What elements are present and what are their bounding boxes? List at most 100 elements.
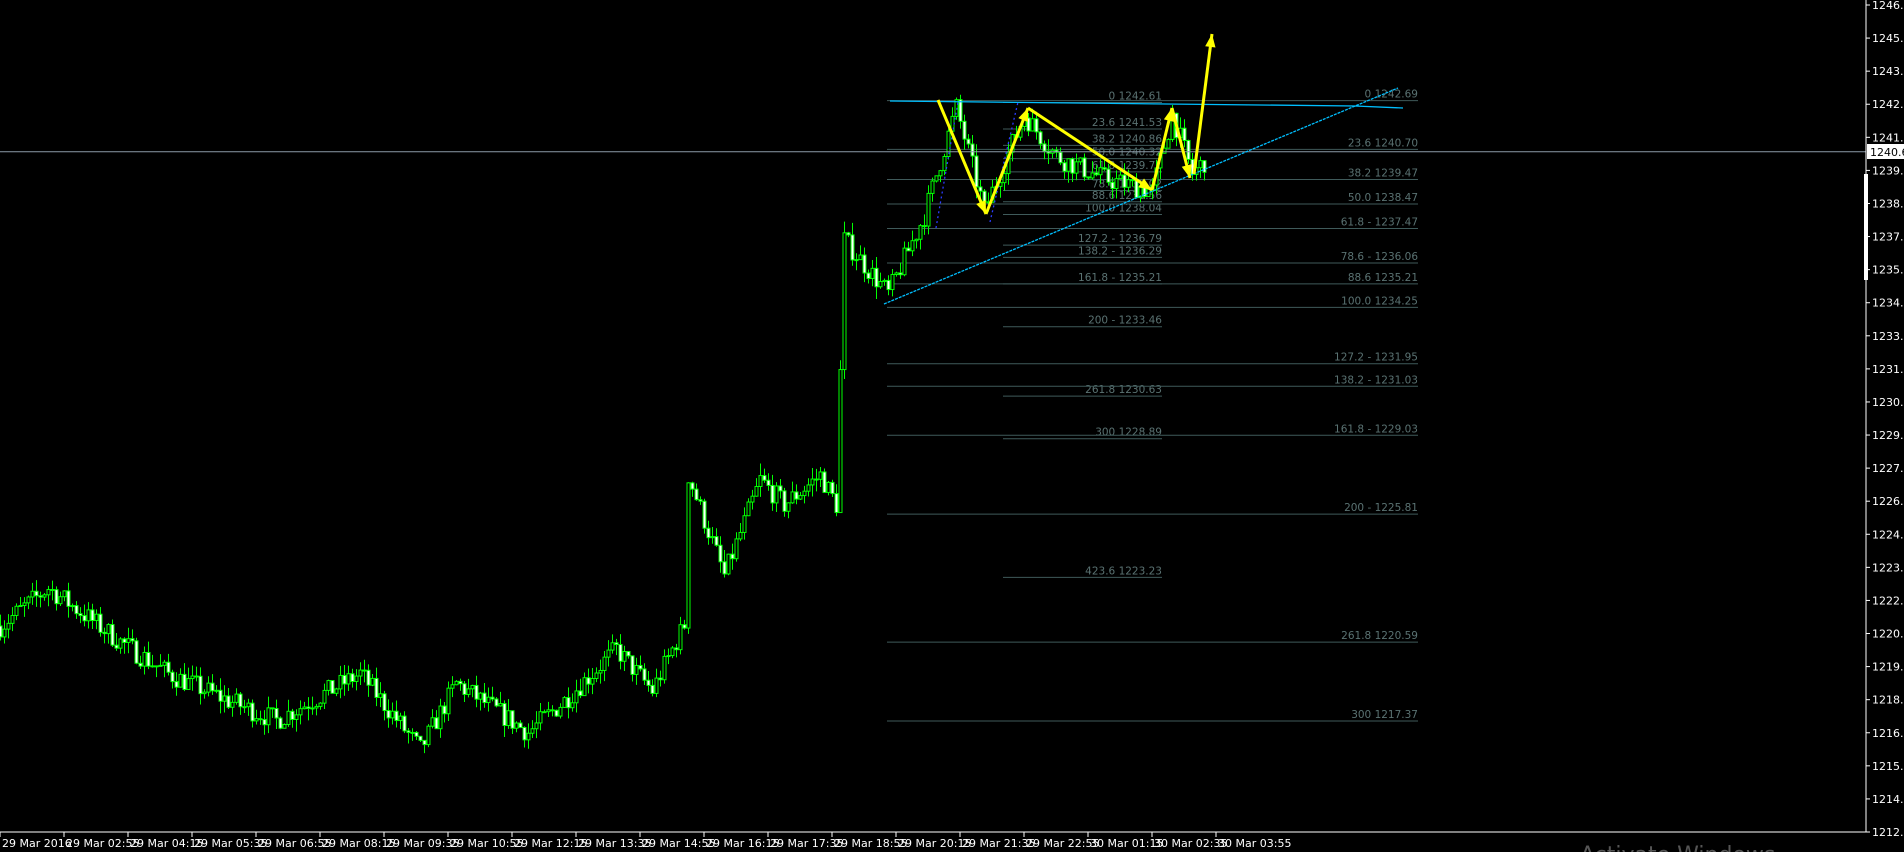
candle-body [438, 705, 443, 730]
candle-body [318, 702, 323, 707]
candle-body [178, 673, 183, 688]
candle-body [882, 279, 887, 282]
candle-body [510, 710, 515, 729]
candle-body [158, 664, 163, 667]
time-tick-label: 29 Mar 12:15 [514, 837, 587, 850]
candle-body [770, 484, 775, 504]
candle-body [506, 710, 511, 727]
fib-level-label: 138.2 - 1231.03 [1334, 374, 1418, 386]
candle-body [346, 673, 351, 685]
candle-body [666, 655, 671, 658]
fib-level-label: 100.0 1238.04 [1085, 203, 1162, 215]
fib-level-label: 423.6 1223.23 [1085, 565, 1162, 577]
fib-level-label: 300 1217.37 [1351, 709, 1418, 721]
candle-body [670, 647, 675, 657]
price-tick-label: 1223.64 [1872, 561, 1904, 574]
candle-body [886, 279, 891, 291]
candles [0, 94, 1207, 754]
candle-body [1110, 181, 1115, 190]
candle-body [1062, 162, 1067, 172]
time-tick-label: 30 Mar 03:55 [1218, 837, 1291, 850]
candle-body [202, 691, 207, 695]
candle-body [538, 711, 543, 724]
candle-body [370, 677, 375, 686]
candle-body [402, 715, 407, 732]
candle-body [82, 615, 87, 622]
candle-body [22, 602, 27, 607]
candle-body [274, 708, 279, 719]
fib-level-label: 0 1242.69 [1365, 89, 1418, 101]
drawings[interactable] [883, 33, 1404, 305]
candle-body [482, 692, 487, 704]
candle-body [850, 234, 855, 261]
fibonacci-levels[interactable]: 0 1242.61 23.6 1241.53 38.2 1240.86 50.0 12… [887, 89, 1418, 722]
time-tick-label: 29 Mar 06:55 [258, 837, 331, 850]
candle-body [1122, 174, 1127, 188]
candle-body [958, 99, 963, 122]
candle-body [90, 609, 95, 622]
time-tick-label: 29 Mar 16:15 [706, 837, 779, 850]
candle-body [938, 170, 943, 177]
candle-body [358, 669, 363, 677]
candle-body [574, 690, 579, 704]
candle-body [218, 689, 223, 702]
candle-body [522, 726, 527, 741]
candle-body [14, 605, 19, 616]
candle-body [694, 488, 699, 501]
candle-body [130, 638, 135, 642]
candle-body [1202, 160, 1207, 173]
candle-body [118, 638, 123, 649]
fib-level-label: 261.8 1220.59 [1341, 630, 1418, 642]
candle-body [978, 186, 983, 192]
candle-body [742, 515, 747, 533]
price-tick-label: 1229.04 [1872, 429, 1904, 442]
candle-body [290, 710, 295, 720]
candle-body [750, 495, 755, 503]
candle-body [686, 482, 691, 629]
time-tick-label: 29 Mar 08:15 [322, 837, 395, 850]
candle-body [1130, 179, 1135, 182]
candle-body [1002, 173, 1007, 184]
candle-body [102, 631, 107, 635]
candle-body [922, 225, 927, 228]
candle-body [502, 703, 507, 727]
candle-body [586, 677, 591, 685]
candle-body [322, 689, 327, 704]
candle-body [662, 655, 667, 681]
candle-body [30, 590, 35, 598]
candle-body [1074, 161, 1079, 174]
candle-body [338, 674, 343, 690]
candle-body [554, 709, 559, 717]
candle-body [590, 677, 595, 685]
candle-body [746, 501, 751, 517]
candle-body [806, 484, 811, 492]
candle-body [94, 613, 99, 622]
candle-body [258, 718, 263, 721]
candle-body [854, 259, 859, 262]
candle-body [682, 624, 687, 629]
candle-body [426, 725, 431, 746]
candle-body [866, 272, 871, 279]
candle-body [946, 130, 951, 157]
price-tick-label: 1243.89 [1872, 65, 1904, 78]
price-tick-label: 1212.84 [1872, 826, 1904, 839]
fib-level-label: 161.8 - 1235.21 [1078, 272, 1162, 284]
candle-body [242, 706, 247, 709]
candle-body [786, 502, 791, 512]
candle-body [138, 662, 143, 667]
candle-body [374, 677, 379, 698]
candle-body [498, 703, 503, 707]
candle-body [418, 735, 423, 741]
candle-body [926, 192, 931, 227]
candle-body [570, 702, 575, 709]
price-tick-label: 1224.99 [1872, 528, 1904, 541]
candle-body [898, 272, 903, 276]
candle-body [86, 609, 91, 622]
candle-body [0, 625, 3, 638]
axis-scrollbar[interactable] [1864, 174, 1868, 280]
fib-level-label: 127.2 - 1236.79 [1078, 233, 1162, 245]
candle-body [446, 687, 451, 715]
candle-body [170, 671, 175, 683]
